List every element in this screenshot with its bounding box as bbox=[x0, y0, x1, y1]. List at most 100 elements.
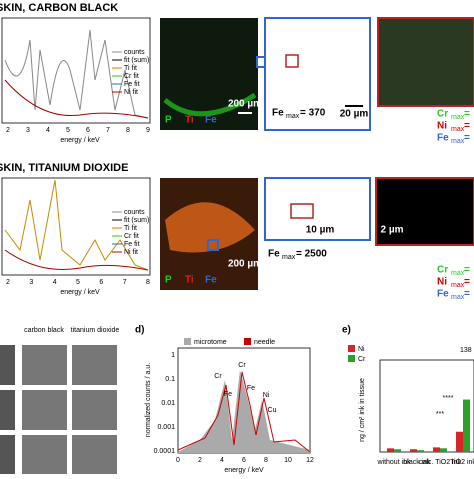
max-element: Ni bbox=[437, 277, 447, 288]
x-tick-label: 4 bbox=[53, 279, 57, 286]
x-tick-label: calc. TiO2 ink bbox=[419, 459, 462, 466]
legend-label: Cr bbox=[358, 356, 366, 363]
zoom-box bbox=[285, 54, 299, 68]
significance: **** bbox=[443, 395, 454, 402]
max-element: Cr bbox=[437, 109, 448, 120]
axis-label: energy / keV bbox=[60, 137, 100, 144]
max-eq: = bbox=[464, 121, 470, 132]
legend-label: Fe fit bbox=[124, 81, 140, 88]
legend-label: Ti fit bbox=[124, 65, 137, 72]
max-eq: = bbox=[464, 277, 470, 288]
x-tick-label: 3 bbox=[26, 127, 30, 134]
max-element: Cr bbox=[437, 265, 448, 276]
x-tick-label: 7 bbox=[106, 127, 110, 134]
legend-label: Ti fit bbox=[124, 225, 137, 232]
peak-label: Ni bbox=[263, 392, 270, 399]
spectrum bbox=[4, 29, 149, 119]
x-tick-label: 8 bbox=[146, 279, 150, 286]
map-texture bbox=[163, 92, 257, 117]
peak-label: Cr bbox=[214, 373, 222, 380]
zoom-value: = 370 bbox=[300, 108, 326, 119]
zoom-box bbox=[290, 203, 314, 219]
legend-label: Cr fit bbox=[124, 73, 139, 80]
x-tick-label: 4 bbox=[220, 457, 224, 464]
legend-label: microtome bbox=[194, 339, 227, 346]
zoom-value: = 2500 bbox=[296, 249, 327, 260]
panel-label: d) bbox=[135, 325, 144, 336]
legend-swatch bbox=[348, 355, 355, 362]
spectrum bbox=[4, 179, 149, 271]
max-element: Fe bbox=[437, 133, 449, 144]
x-tick-label: 5 bbox=[76, 279, 80, 286]
scale-label: 200 µm bbox=[228, 259, 262, 270]
bar bbox=[394, 449, 401, 452]
y-tick-label: 0.0001 bbox=[154, 448, 176, 455]
x-tick-label: 2 bbox=[6, 279, 10, 286]
max-element: Fe bbox=[437, 289, 449, 300]
significance: *** bbox=[436, 411, 444, 418]
x-tick-label: 3 bbox=[29, 279, 33, 286]
plot-frame bbox=[1, 177, 151, 276]
max-sub: max bbox=[451, 126, 465, 133]
x-tick-label: 8 bbox=[126, 127, 130, 134]
channel-label: P bbox=[165, 115, 172, 126]
detail-map bbox=[375, 177, 474, 246]
x-tick-label: 8 bbox=[264, 457, 268, 464]
max-sub: max bbox=[451, 282, 465, 289]
x-tick-label: 7 bbox=[123, 279, 127, 286]
zoom-element: Fe bbox=[268, 249, 280, 260]
x-tick-label: 2 bbox=[6, 127, 10, 134]
bar bbox=[417, 450, 424, 452]
y-tick-label: 0.01 bbox=[161, 400, 175, 407]
legend-label: counts bbox=[124, 209, 145, 216]
legend-swatch bbox=[348, 345, 355, 352]
zoom-element: Fe bbox=[272, 108, 284, 119]
panel-label: e) bbox=[342, 325, 351, 336]
max-sub: max bbox=[451, 294, 465, 301]
x-tick-label: 6 bbox=[86, 127, 90, 134]
max-sub: max bbox=[451, 138, 465, 145]
axis-label: normalized counts / a.u. bbox=[145, 363, 152, 437]
channel-label: Fe bbox=[205, 275, 217, 286]
x-tick-label: 4 bbox=[46, 127, 50, 134]
column-label: carbon black bbox=[24, 327, 64, 334]
legend-label: counts bbox=[124, 49, 145, 56]
channel-label: Fe bbox=[205, 115, 217, 126]
legend-label: Cr fit bbox=[124, 233, 139, 240]
peak-label: Cu bbox=[268, 407, 277, 414]
channel-label: P bbox=[165, 275, 172, 286]
peak-label: Fe bbox=[247, 385, 255, 392]
bar bbox=[463, 399, 470, 452]
legend-label: Fe fit bbox=[124, 241, 140, 248]
scale-label: 10 µm bbox=[306, 225, 335, 236]
bar bbox=[440, 448, 447, 452]
scale-label: 2 µm bbox=[381, 225, 404, 236]
photos bbox=[0, 345, 117, 474]
x-tick-label: 2 bbox=[198, 457, 202, 464]
scale-label: 200 µm bbox=[228, 99, 262, 110]
bar bbox=[387, 448, 394, 452]
x-tick-label: 12 bbox=[306, 457, 314, 464]
panel-title: SKIN, CARBON BLACK bbox=[0, 2, 118, 14]
scale-bar bbox=[345, 105, 363, 107]
x-tick-label: 5 bbox=[66, 127, 70, 134]
plot-frame bbox=[1, 17, 151, 124]
axis-label: ng / cm² ink in tissue bbox=[359, 378, 366, 442]
x-tick-label: 10 bbox=[284, 457, 292, 464]
spectrum-area bbox=[178, 370, 310, 453]
axis-label: energy / keV bbox=[60, 289, 100, 296]
y-tick-label: 0.001 bbox=[157, 424, 175, 431]
bar bbox=[410, 449, 417, 452]
annotation: 138 bbox=[460, 347, 472, 354]
zoom-sub: max bbox=[286, 113, 300, 120]
max-eq: = bbox=[464, 133, 470, 144]
legend-label: Ni fit bbox=[124, 249, 138, 256]
max-element: Ni bbox=[437, 121, 447, 132]
axis-label: energy / keV bbox=[224, 467, 264, 474]
y-tick-label: 1 bbox=[171, 352, 175, 359]
peak-label: Fe bbox=[224, 391, 232, 398]
legend-label: fit (sum) bbox=[124, 57, 149, 64]
fit bbox=[4, 249, 149, 271]
max-sub: max bbox=[451, 270, 465, 277]
max-eq: = bbox=[464, 265, 470, 276]
